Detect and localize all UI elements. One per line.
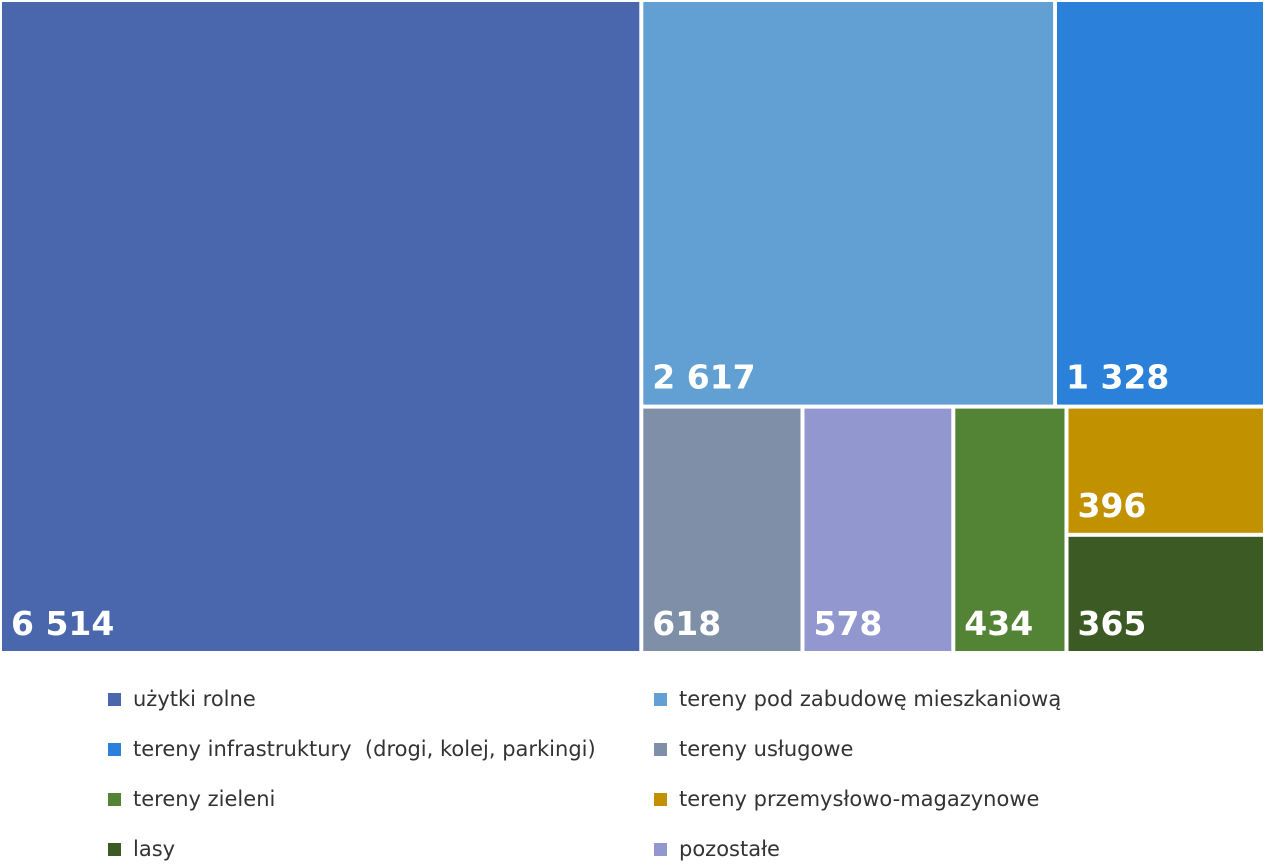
- treemap-rect: [1057, 2, 1263, 405]
- treemap-rect: [643, 2, 1054, 405]
- value-label: 365: [1078, 604, 1147, 643]
- legend-item-tereny-zieleni: tereny zieleni: [108, 782, 275, 816]
- legend-item-pozostale: pozostałe: [654, 832, 780, 866]
- value-label: 2 617: [652, 358, 755, 397]
- legend-swatch: [108, 742, 121, 756]
- value-label: 1 328: [1066, 358, 1169, 397]
- treemap-cell-tereny-infrastruktury-drogi-kolej-parkingi: 1 328: [1057, 2, 1263, 405]
- legend-item-tereny-przemyslowo-magazynowe: tereny przemysłowo-magazynowe: [654, 782, 1039, 816]
- value-label: 434: [964, 604, 1033, 643]
- legend-swatch: [654, 792, 667, 806]
- treemap-cell-tereny-pod-zabudowe-mieszkaniowa: 2 617: [643, 2, 1054, 405]
- treemap-cell-lasy: 365: [1068, 536, 1263, 651]
- legend-label: tereny usługowe: [679, 737, 854, 761]
- treemap-chart: 6 514 2 617 1 328 618 578 434 396 365: [2, 2, 1263, 651]
- value-label: 578: [814, 604, 883, 643]
- treemap-cell-tereny-zieleni: 434: [955, 408, 1065, 651]
- value-label: 6 514: [11, 604, 114, 643]
- legend-item-tereny-pod-zabudowe-mieszkaniowa: tereny pod zabudowę mieszkaniową: [654, 682, 1061, 716]
- legend-swatch: [108, 792, 121, 806]
- treemap-rect: [1068, 536, 1263, 651]
- legend-swatch: [654, 842, 667, 856]
- legend-item-lasy: lasy: [108, 832, 175, 866]
- value-label: 396: [1078, 486, 1147, 525]
- treemap-cell-uzytki-rolne: 6 514: [2, 2, 640, 651]
- value-label: 618: [652, 604, 721, 643]
- legend-swatch: [654, 692, 667, 706]
- legend-label: tereny przemysłowo-magazynowe: [679, 787, 1040, 811]
- legend-swatch: [108, 842, 121, 856]
- treemap-cell-tereny-uslugowe: 618: [643, 408, 801, 651]
- legend-label: tereny pod zabudowę mieszkaniową: [679, 687, 1062, 711]
- legend: użytki rolne tereny pod zabudowę mieszkan…: [108, 682, 1208, 861]
- treemap-rect: [804, 408, 952, 651]
- legend-item-uzytki-rolne: użytki rolne: [108, 682, 256, 716]
- treemap-cell-tereny-przemyslowo-magazynowe: 396: [1068, 408, 1263, 533]
- legend-label: użytki rolne: [133, 687, 256, 711]
- treemap-rect: [1068, 408, 1263, 533]
- legend-label: lasy: [133, 837, 176, 861]
- legend-label: pozostałe: [679, 837, 780, 861]
- legend-item-tereny-uslugowe: tereny usługowe: [654, 732, 853, 766]
- treemap-rect: [955, 408, 1065, 651]
- legend-swatch: [654, 742, 667, 756]
- legend-label: tereny zieleni: [133, 787, 276, 811]
- treemap-rect: [643, 408, 801, 651]
- treemap-cell-pozostale: 578: [804, 408, 952, 651]
- legend-swatch: [108, 692, 121, 706]
- legend-label: tereny infrastruktury (drogi, kolej, par…: [133, 737, 596, 761]
- legend-item-tereny-infrastruktury-drogi-kolej-parkingi: tereny infrastruktury (drogi, kolej, par…: [108, 732, 596, 766]
- treemap-rect: [2, 2, 640, 651]
